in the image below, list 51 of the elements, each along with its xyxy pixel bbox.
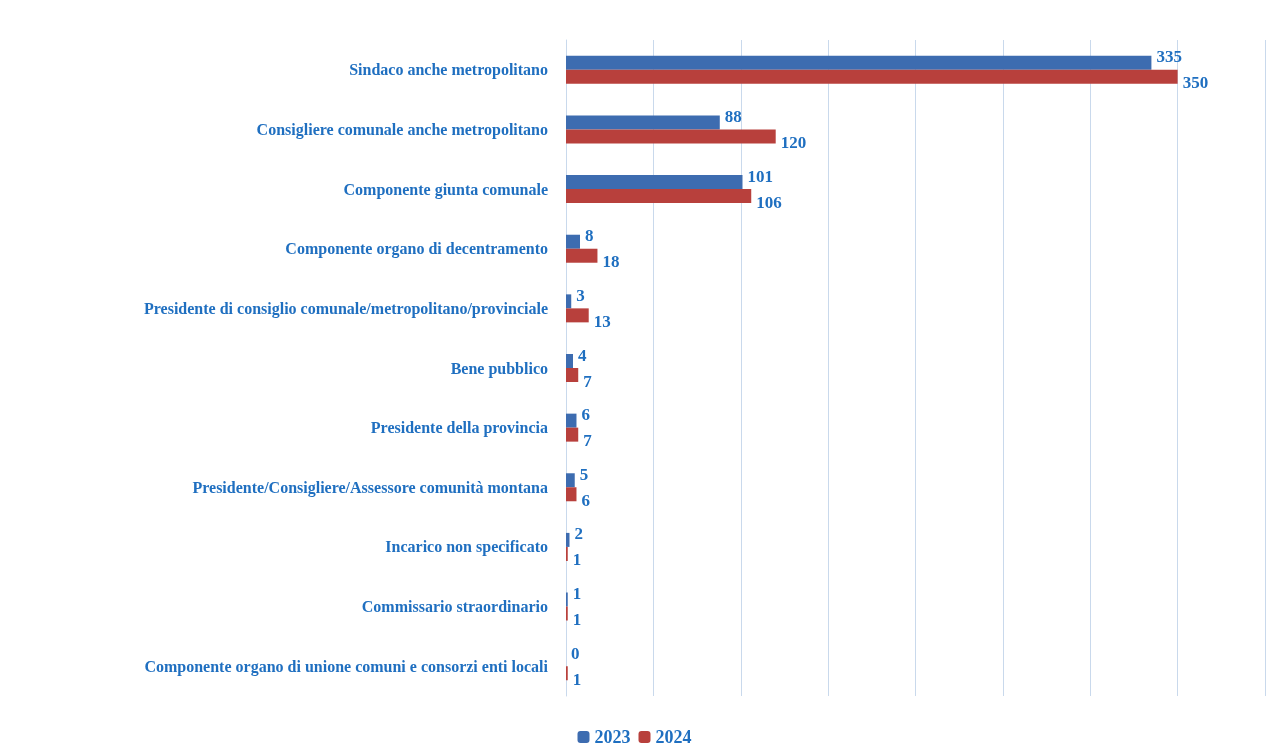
y-tick-label: Componente giunta comunale bbox=[343, 180, 548, 199]
data-label: 1 bbox=[572, 669, 582, 689]
data-label: 1 bbox=[572, 610, 582, 630]
bar bbox=[566, 55, 1152, 70]
data-label: 4 bbox=[577, 345, 587, 365]
data-label: 88 bbox=[724, 106, 742, 126]
bar bbox=[566, 234, 580, 249]
bar bbox=[566, 69, 1178, 84]
data-label: 6 bbox=[581, 490, 590, 510]
y-tick-label: Bene pubblico bbox=[450, 359, 548, 378]
data-label: 7 bbox=[583, 431, 593, 451]
y-tick-label: Presidente di consiglio comunale/metropolitano/provinciale bbox=[144, 299, 548, 318]
y-tick-label: Sindaco anche metropolitano bbox=[349, 61, 548, 80]
data-label: 350 bbox=[1182, 73, 1209, 93]
bar bbox=[566, 354, 573, 368]
data-label: 8 bbox=[584, 226, 594, 246]
y-tick-label: Presidente della provincia bbox=[370, 419, 548, 438]
bar bbox=[566, 413, 577, 428]
data-label: 5 bbox=[579, 464, 589, 484]
bar bbox=[566, 427, 579, 442]
y-tick-label: Componente organo di decentramento bbox=[285, 240, 548, 259]
y-tick-label: Presidente/Consigliere/Assessore comunità montana bbox=[192, 478, 548, 497]
y-tick-label: Componente organo di unione comuni e consorzi enti locali bbox=[144, 657, 549, 676]
bar bbox=[566, 129, 776, 144]
legend-label: 2023 bbox=[594, 727, 631, 747]
bar bbox=[566, 294, 572, 309]
data-label: 1 bbox=[572, 584, 582, 604]
bar bbox=[566, 189, 752, 204]
data-label: 120 bbox=[780, 132, 807, 152]
data-label: 3 bbox=[576, 285, 585, 305]
data-label: 18 bbox=[602, 252, 620, 272]
data-label: 335 bbox=[1156, 47, 1182, 67]
y-tick-label: Consigliere comunale anche metropolitano bbox=[256, 120, 548, 139]
data-label: 2 bbox=[574, 524, 583, 544]
y-tick-label: Incarico non specificato bbox=[385, 538, 548, 557]
data-label: 106 bbox=[756, 192, 782, 212]
bar bbox=[566, 308, 589, 323]
y-tick-label: Commissario straordinario bbox=[361, 598, 548, 616]
data-label: 0 bbox=[571, 643, 580, 663]
bar bbox=[566, 248, 598, 263]
bar bbox=[566, 487, 577, 502]
bar bbox=[566, 368, 579, 382]
data-label: 101 bbox=[747, 166, 773, 186]
bar bbox=[566, 175, 743, 190]
data-label: 7 bbox=[583, 371, 593, 391]
data-label: 6 bbox=[581, 405, 590, 425]
bar bbox=[566, 115, 720, 130]
legend-label: 2024 bbox=[655, 727, 692, 747]
bar bbox=[566, 473, 575, 488]
data-label: 1 bbox=[572, 550, 582, 570]
data-label: 13 bbox=[593, 311, 611, 331]
